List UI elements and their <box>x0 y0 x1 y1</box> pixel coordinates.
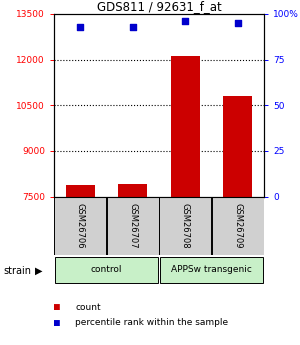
Title: GDS811 / 92631_f_at: GDS811 / 92631_f_at <box>97 0 221 13</box>
FancyBboxPatch shape <box>55 257 158 283</box>
FancyBboxPatch shape <box>160 257 263 283</box>
Bar <box>66 185 95 197</box>
Point <box>183 18 188 24</box>
Text: APPSw transgenic: APPSw transgenic <box>171 265 252 275</box>
Point <box>78 24 83 29</box>
Text: GSM26707: GSM26707 <box>128 203 137 249</box>
FancyBboxPatch shape <box>54 197 106 255</box>
Text: GSM26706: GSM26706 <box>76 203 85 249</box>
Bar <box>223 96 252 197</box>
FancyBboxPatch shape <box>159 197 211 255</box>
Bar <box>171 57 200 197</box>
Text: ■: ■ <box>54 302 60 312</box>
Point <box>235 20 240 26</box>
Point <box>130 24 135 29</box>
Bar <box>118 184 147 197</box>
Text: ▶: ▶ <box>34 266 42 276</box>
Text: GSM26709: GSM26709 <box>233 203 242 249</box>
Text: strain: strain <box>3 266 31 276</box>
Text: ■: ■ <box>54 318 60 327</box>
Text: control: control <box>91 265 122 275</box>
Text: count: count <box>75 303 100 312</box>
FancyBboxPatch shape <box>212 197 264 255</box>
Text: percentile rank within the sample: percentile rank within the sample <box>75 318 228 327</box>
FancyBboxPatch shape <box>107 197 159 255</box>
Text: GSM26708: GSM26708 <box>181 203 190 249</box>
